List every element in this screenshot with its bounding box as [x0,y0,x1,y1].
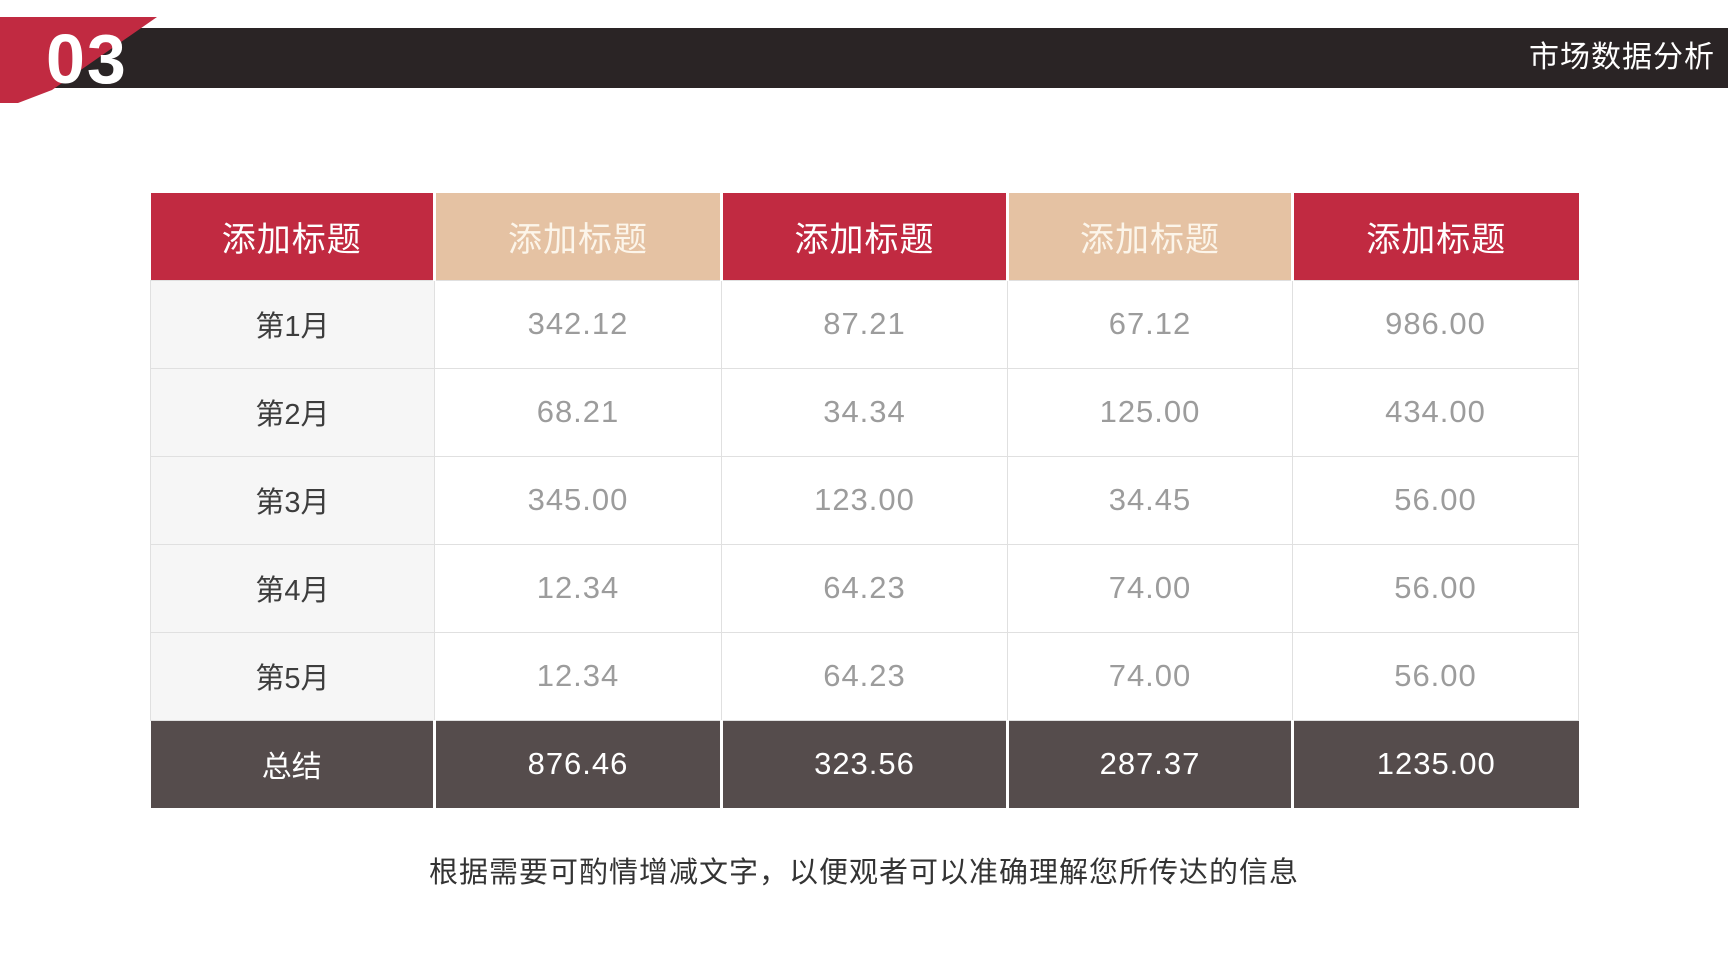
summary-cell: 323.56 [720,720,1008,808]
column-header: 添加标题 [1291,193,1579,280]
table-header: 添加标题 添加标题 添加标题 添加标题 添加标题 [150,193,1579,280]
table-cell: 123.00 [721,455,1008,545]
table-cell: 74.00 [1007,631,1293,721]
summary-cell: 876.46 [433,720,722,808]
table-row: 第4月 12.34 64.23 74.00 56.00 [150,543,1579,633]
summary-cell: 287.37 [1006,720,1293,808]
row-label: 第1月 [150,279,435,369]
column-header: 添加标题 [150,193,435,280]
table-row: 第5月 12.34 64.23 74.00 56.00 [150,631,1579,721]
table-cell: 87.21 [721,279,1008,369]
summary-label: 总结 [150,720,435,808]
table-cell: 56.00 [1292,631,1579,721]
table-header-row: 添加标题 添加标题 添加标题 添加标题 添加标题 [150,193,1579,280]
column-header: 添加标题 [433,193,722,280]
table-cell: 345.00 [434,455,722,545]
top-bar: 市场数据分析 [0,28,1728,88]
table-cell: 74.00 [1007,543,1293,633]
row-label: 第5月 [150,631,435,721]
table-cell: 56.00 [1292,543,1579,633]
section-number: 03 [46,20,128,98]
table-cell: 34.45 [1007,455,1293,545]
table-cell: 67.12 [1007,279,1293,369]
row-label: 第2月 [150,367,435,457]
table-row: 第2月 68.21 34.34 125.00 434.00 [150,367,1579,457]
table-row: 第1月 342.12 87.21 67.12 986.00 [150,279,1579,369]
row-label: 第3月 [150,455,435,545]
page-title: 市场数据分析 [1529,41,1715,74]
table-cell: 12.34 [434,631,722,721]
table-cell: 68.21 [434,367,722,457]
table-cell: 434.00 [1292,367,1579,457]
column-header: 添加标题 [720,193,1008,280]
table-cell: 342.12 [434,279,722,369]
row-label: 第4月 [150,543,435,633]
data-table: 添加标题 添加标题 添加标题 添加标题 添加标题 第1月 342.12 87.2… [150,193,1579,808]
table-cell: 12.34 [434,543,722,633]
table-cell: 56.00 [1292,455,1579,545]
table-footer: 总结 876.46 323.56 287.37 1235.00 [150,720,1579,808]
table-cell: 64.23 [721,631,1008,721]
table-cell: 986.00 [1292,279,1579,369]
table-body: 第1月 342.12 87.21 67.12 986.00 第2月 68.21 … [150,279,1579,721]
summary-row: 总结 876.46 323.56 287.37 1235.00 [150,720,1579,808]
column-header: 添加标题 [1006,193,1293,280]
table-row: 第3月 345.00 123.00 34.45 56.00 [150,455,1579,545]
table-cell: 125.00 [1007,367,1293,457]
slide-caption: 根据需要可酌情增减文字，以便观者可以准确理解您所传达的信息 [428,857,1299,889]
table-cell: 34.34 [721,367,1008,457]
table-cell: 64.23 [721,543,1008,633]
summary-cell: 1235.00 [1291,720,1579,808]
